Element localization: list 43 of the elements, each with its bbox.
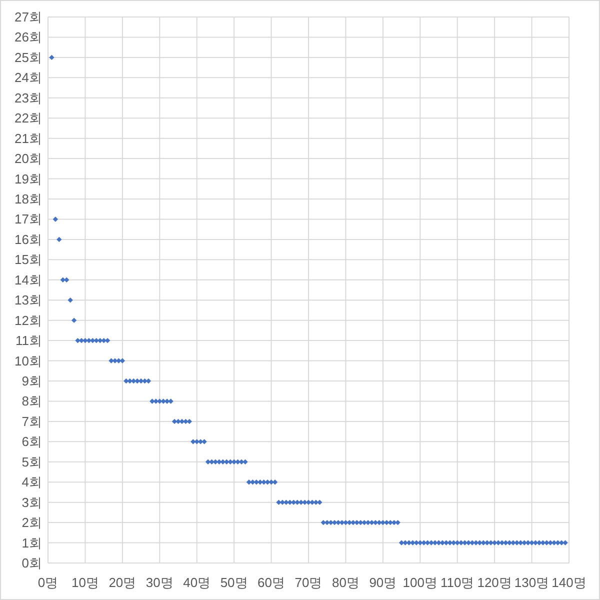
x-tick-label: 20명 — [108, 575, 136, 590]
x-tick-label: 110명 — [440, 575, 474, 590]
x-tick-label: 120명 — [477, 575, 512, 590]
y-tick-label: 1회 — [22, 535, 42, 550]
x-tick-label: 130명 — [514, 575, 550, 590]
y-tick-label: 15회 — [14, 252, 42, 268]
y-tick-label: 20회 — [14, 151, 42, 166]
y-tick-label: 7회 — [22, 414, 42, 429]
y-tick-label: 3회 — [22, 494, 42, 510]
y-tick-label: 25회 — [14, 50, 42, 65]
x-tick-label: 10명 — [71, 575, 99, 590]
y-tick-label: 18회 — [14, 192, 42, 206]
y-tick-label: 16회 — [14, 232, 42, 247]
y-tick-label: 17회 — [14, 212, 42, 227]
y-tick-label: 2회 — [22, 515, 42, 530]
y-tick-label: 26회 — [14, 30, 42, 45]
y-tick-label: 10회 — [14, 353, 42, 368]
x-tick-label: 100명 — [402, 575, 438, 590]
x-tick-label: 50명 — [220, 575, 248, 590]
y-tick-label: 11회 — [16, 333, 42, 348]
x-tick-label: 30명 — [146, 575, 174, 590]
y-tick-label: 6회 — [22, 434, 42, 450]
y-tick-label: 8회 — [22, 394, 42, 409]
y-tick-label: 24회 — [14, 70, 42, 86]
y-tick-label: 13회 — [14, 292, 42, 308]
x-tick-label: 80명 — [332, 575, 360, 590]
y-tick-label: 22회 — [14, 110, 42, 126]
x-tick-label: 0명 — [38, 575, 58, 590]
y-tick-label: 27회 — [14, 10, 42, 24]
x-tick-label: 60명 — [258, 575, 286, 590]
y-tick-label: 19회 — [14, 171, 42, 186]
x-tick-label: 140명 — [552, 575, 586, 590]
y-tick-label: 21회 — [14, 130, 42, 146]
y-tick-label: 12회 — [14, 312, 42, 328]
x-tick-label: 90명 — [369, 575, 397, 590]
y-tick-label: 9회 — [22, 374, 42, 388]
x-tick-label: 40명 — [183, 575, 211, 590]
y-tick-label: 0회 — [22, 556, 42, 570]
x-tick-label: 70명 — [294, 575, 322, 590]
y-tick-label: 14회 — [14, 272, 42, 288]
y-tick-label: 4회 — [22, 474, 42, 490]
y-tick-label: 23회 — [14, 90, 42, 106]
y-tick-label: 5회 — [22, 454, 42, 470]
